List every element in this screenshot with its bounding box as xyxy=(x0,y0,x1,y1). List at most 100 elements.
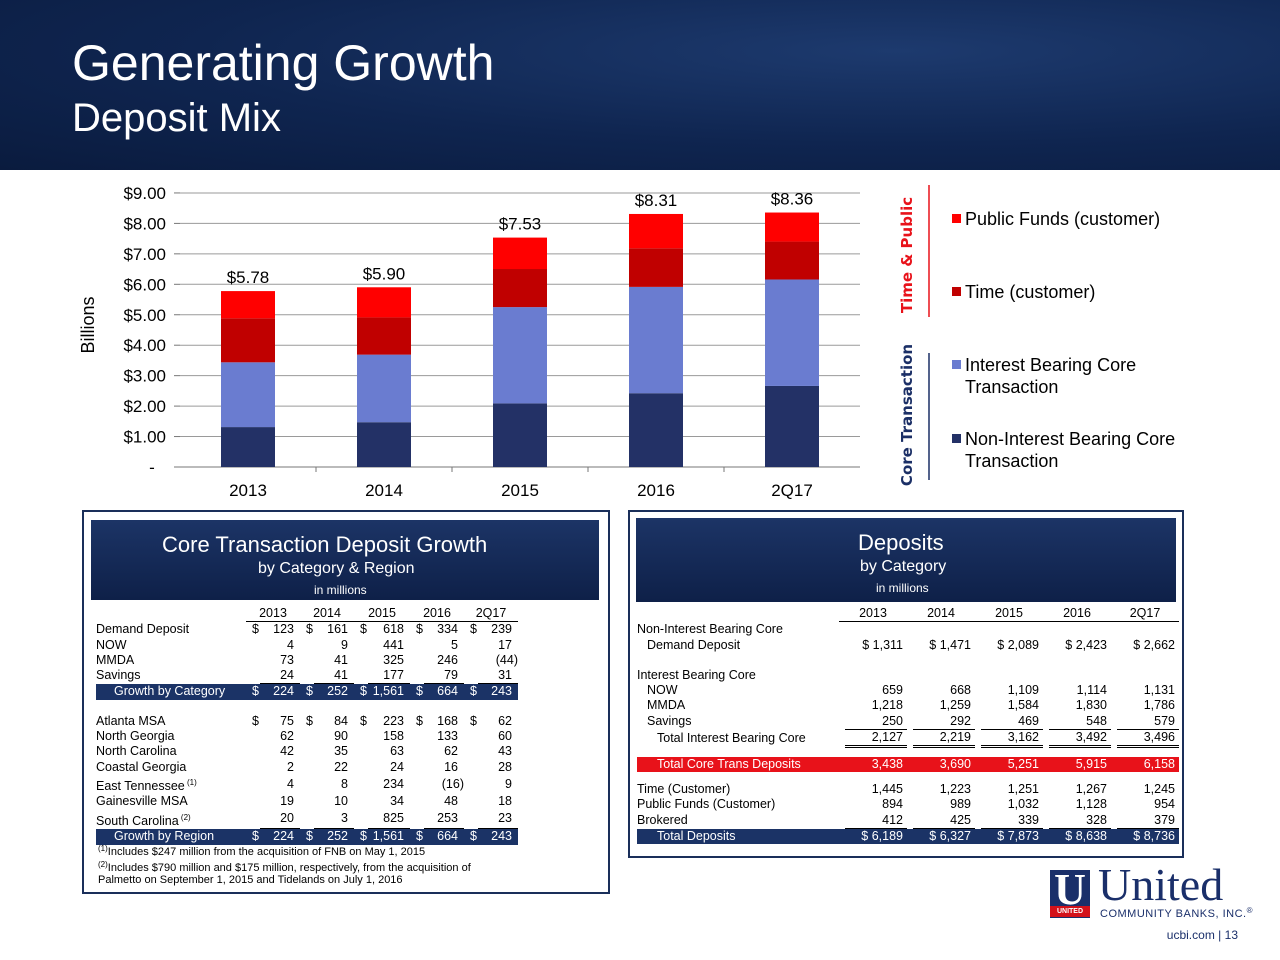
currency-symbol xyxy=(354,775,368,794)
bar-total-label: $8.31 xyxy=(635,191,678,210)
table-cell: 63 xyxy=(390,744,404,759)
currency-symbol xyxy=(464,794,478,809)
table-cell: 3,438 xyxy=(845,756,907,773)
currency-symbol: $ xyxy=(354,828,368,845)
y-tick-label: $7.00 xyxy=(123,245,166,264)
table-row: Brokered 412 425 339 328 379 xyxy=(637,812,1179,830)
column-gap xyxy=(907,756,913,773)
logo-registered-mark: ® xyxy=(1246,906,1253,915)
currency-symbol xyxy=(410,653,424,668)
table-cell: 22 xyxy=(334,759,348,774)
table-row: MMDA 1,218 1,259 1,584 1,830 1,786 xyxy=(637,698,1179,713)
table-cell: 8 xyxy=(341,776,348,791)
row-label-text: Gainesville MSA xyxy=(96,794,188,809)
table-row: North Carolina 42 35 63 62 43 xyxy=(96,744,518,759)
table-header-row: 2013 2014 2015 2016 2Q17 xyxy=(96,606,518,623)
column-gap xyxy=(907,828,913,845)
currency-symbol xyxy=(300,775,314,794)
table-cell: 224 xyxy=(260,828,300,845)
table-cell: 1,584 xyxy=(1007,698,1039,713)
table-cell: 246 xyxy=(437,652,458,667)
table-row: Public Funds (Customer) 894 989 1,032 1,128 9… xyxy=(637,797,1179,812)
footnote-2: (2)Includes $790 million and $175 millio… xyxy=(98,857,471,876)
currency-symbol xyxy=(464,653,478,668)
bar-segment xyxy=(629,393,683,467)
currency-symbol xyxy=(410,744,424,759)
bar-segment xyxy=(221,362,275,428)
legend-swatch-interest-bearing xyxy=(952,360,961,369)
row-label: Savings xyxy=(96,668,246,684)
table-row: NOW 659 668 1,109 1,114 1,131 xyxy=(637,683,1179,698)
deposits-panel-header xyxy=(636,518,1176,602)
currency-symbol: $ xyxy=(360,622,367,637)
row-label: Total Deposits xyxy=(637,828,839,845)
currency-symbol: $ xyxy=(410,683,424,700)
y-tick-label: $1.00 xyxy=(123,428,166,447)
currency-symbol xyxy=(246,760,260,775)
footer-url[interactable]: ucbi.com xyxy=(1166,928,1215,942)
bar-segment xyxy=(221,318,275,363)
row-label: Demand Deposit xyxy=(647,637,741,652)
legend-label-non-interest-bearing-1: Non-Interest Bearing Core xyxy=(965,429,1176,449)
bar-segment xyxy=(765,212,819,242)
bar-segment xyxy=(493,269,547,308)
table-cell: 90 xyxy=(334,729,348,744)
table-row: Savings 24 41 177 79 31 xyxy=(96,668,518,685)
logo-mark: U xyxy=(1054,865,1086,914)
currency-symbol xyxy=(300,794,314,809)
chart-labels: - $1.00 $2.00 $3.00 $4.00 $5.00 $6.00 $7.00 $8.0… xyxy=(123,184,813,500)
row-label: Demand Deposit xyxy=(96,622,246,638)
table-row: Total Interest Bearing Core 2,127 2,219 3,1… xyxy=(637,729,1179,749)
currency-symbol xyxy=(300,760,314,775)
legend-swatch-non-interest-bearing xyxy=(952,434,961,443)
currency-symbol: $ xyxy=(464,828,478,845)
section-row: Non-Interest Bearing Core xyxy=(637,622,1179,638)
table-cell: 1,109 xyxy=(1007,683,1039,698)
table-cell: 10 xyxy=(334,794,348,809)
row-label: Growth by Category xyxy=(96,683,246,700)
legend-label-time: Time (customer) xyxy=(965,282,1096,302)
currency-symbol xyxy=(300,744,314,759)
currency-symbol xyxy=(300,638,314,653)
table-cell: 954 xyxy=(1154,797,1175,812)
row-label: MMDA xyxy=(96,653,246,668)
footnote-2-line-2: Palmetto on September 1, 2015 and Tidela… xyxy=(98,874,403,886)
bar-segment xyxy=(765,385,819,467)
table-cell: 75 xyxy=(280,713,294,728)
column-header: 2015 xyxy=(354,606,410,623)
currency-symbol xyxy=(464,775,478,794)
header-blank xyxy=(96,606,246,622)
table-cell: 252 xyxy=(314,683,354,700)
column-header: 2016 xyxy=(410,606,464,623)
deposits-table: 2013 2014 2015 2016 2Q17 Non-Interest Bearing… xyxy=(637,606,1179,845)
logo-subtitle-text: COMMUNITY BANKS, INC. xyxy=(1100,908,1247,920)
column-gap xyxy=(1043,756,1049,773)
table-cell: 168 xyxy=(437,713,458,728)
table-cell: 239 xyxy=(491,622,512,637)
currency-symbol xyxy=(354,794,368,809)
currency-symbol xyxy=(354,668,368,684)
table-cell: 41 xyxy=(334,652,348,667)
row-label-text: Demand Deposit xyxy=(96,622,190,637)
currency-symbol xyxy=(246,775,260,794)
table-cell: 18 xyxy=(498,794,512,809)
table-cell: 292 xyxy=(913,713,975,731)
table-cell: 35 xyxy=(334,744,348,759)
table-cell: 62 xyxy=(280,729,294,744)
table-cell: 1,223 xyxy=(939,782,971,797)
row-label-text: Atlanta MSA xyxy=(96,713,166,728)
core-growth-subtitle: by Category & Region xyxy=(258,560,415,577)
column-gap xyxy=(839,756,845,773)
column-gap xyxy=(975,756,981,773)
table-row: Demand Deposit $123 $161 $618 $334 $239 xyxy=(96,622,518,638)
table-cell: $ 1,311 xyxy=(862,637,903,652)
table-cell: 3,690 xyxy=(913,756,975,773)
column-header: 2013 xyxy=(246,606,300,623)
legend-label-interest-bearing-1: Interest Bearing Core xyxy=(965,355,1137,375)
table-cell: 664 xyxy=(424,828,464,845)
footnote-2-text-a: Includes $790 million and $175 million, … xyxy=(107,862,471,874)
x-tick-label: 2013 xyxy=(229,481,267,500)
table-cell: 9 xyxy=(341,637,348,652)
row-label-text: East Tennessee xyxy=(96,778,185,793)
table-cell: 325 xyxy=(383,652,404,667)
